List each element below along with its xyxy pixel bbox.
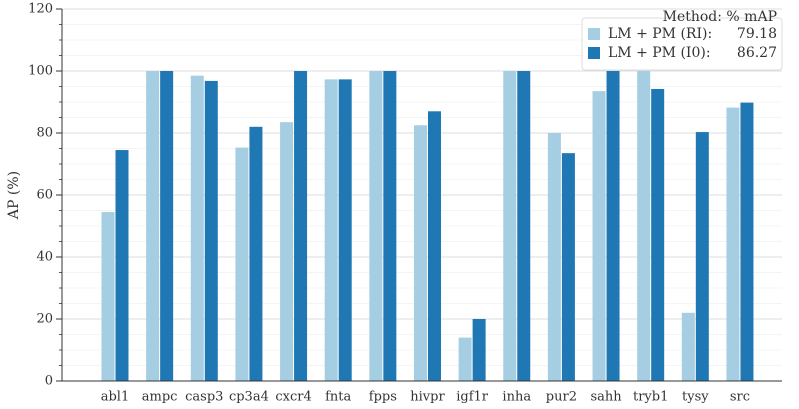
legend-box xyxy=(581,17,783,71)
legend-value: 79.18 xyxy=(737,26,777,42)
bar xyxy=(592,91,606,382)
legend-label: LM + PM (RI): xyxy=(608,26,712,42)
bar xyxy=(369,71,383,381)
bar xyxy=(160,71,174,381)
bar xyxy=(249,126,263,381)
y-tick-label: 120 xyxy=(28,2,53,17)
bar xyxy=(458,337,472,381)
x-tick-label: igf1r xyxy=(456,390,489,405)
bar xyxy=(695,132,709,381)
bar xyxy=(547,133,561,381)
x-tick-label: hivpr xyxy=(410,390,445,405)
legend-value: 86.27 xyxy=(737,45,777,61)
x-tick-label: fpps xyxy=(369,390,397,405)
x-tick-label: src xyxy=(730,390,750,405)
x-tick-label: sahh xyxy=(590,390,622,405)
bar xyxy=(651,88,665,381)
x-tick-label: casp3 xyxy=(185,390,223,405)
bar xyxy=(517,71,531,381)
bar xyxy=(101,212,115,381)
bar xyxy=(637,71,651,381)
y-tick-label: 40 xyxy=(36,250,53,265)
bar xyxy=(740,102,754,382)
y-tick-label: 60 xyxy=(36,188,53,203)
bar xyxy=(146,71,160,381)
legend-swatch xyxy=(588,28,600,40)
legend-label: LM + PM (I0): xyxy=(608,45,711,61)
bar xyxy=(324,79,338,382)
legend-title: Method: % mAP xyxy=(663,9,777,25)
bar xyxy=(280,122,294,382)
bar xyxy=(235,147,249,381)
bar xyxy=(383,71,397,381)
y-tick-label: 20 xyxy=(36,312,53,327)
x-tick-label: cp3a4 xyxy=(229,390,269,405)
x-tick-label: fnta xyxy=(325,390,351,405)
x-tick-label: tysy xyxy=(682,390,709,405)
x-tick-label: inha xyxy=(502,390,531,405)
legend-swatch xyxy=(588,47,600,59)
bar xyxy=(204,80,218,382)
bar xyxy=(338,79,352,382)
bar xyxy=(115,150,129,381)
bar xyxy=(427,111,441,382)
bar xyxy=(413,125,427,381)
y-tick-label: 80 xyxy=(36,126,53,141)
x-tick-label: abl1 xyxy=(101,390,130,405)
bar xyxy=(726,107,740,381)
bar xyxy=(503,71,517,381)
bar xyxy=(190,75,204,382)
bar xyxy=(294,71,308,381)
y-tick-label: 0 xyxy=(45,374,53,389)
bar xyxy=(606,71,620,381)
bar xyxy=(681,312,695,381)
bar xyxy=(561,153,575,381)
y-tick-label: 100 xyxy=(28,64,53,79)
x-tick-label: ampc xyxy=(142,390,178,405)
x-tick-label: cxcr4 xyxy=(275,390,311,405)
x-tick-label: pur2 xyxy=(546,390,577,405)
bar xyxy=(472,319,486,381)
x-tick-label: tryb1 xyxy=(633,390,668,405)
y-axis-label: AP (%) xyxy=(6,171,22,220)
